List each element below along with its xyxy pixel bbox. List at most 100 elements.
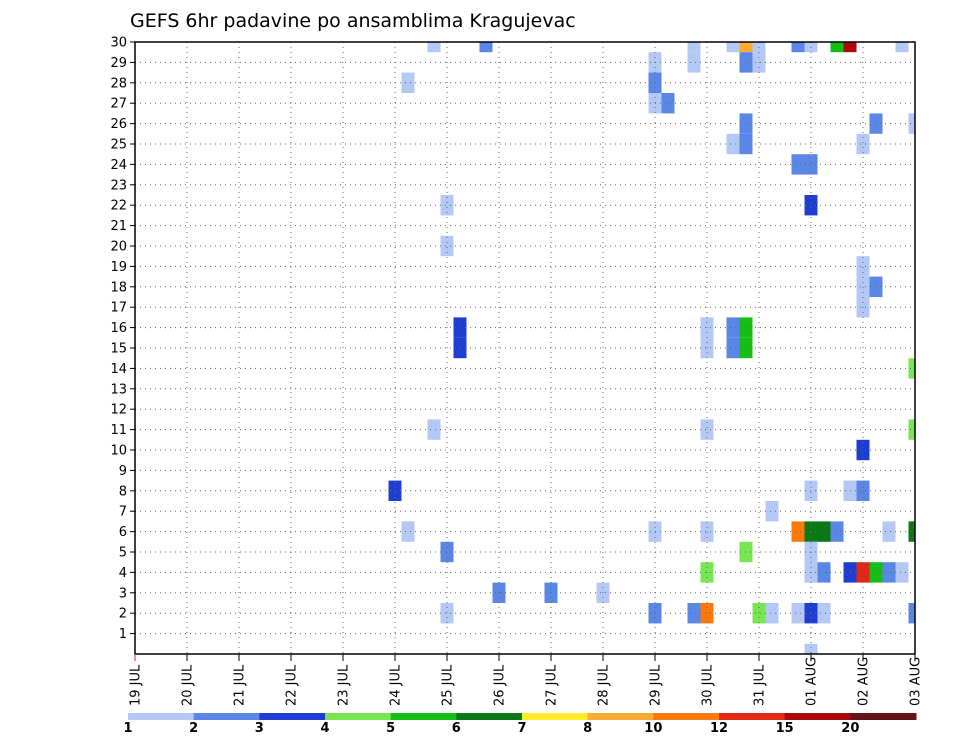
chart-title: GEFS 6hr padavine po ansamblima Kragujev… [130, 10, 576, 32]
precip-cell-44 [700, 419, 714, 440]
legend-swatch-3 [325, 713, 392, 720]
legend-swatch-8 [653, 713, 720, 720]
precip-cell-6 [791, 42, 805, 53]
precip-cell-81 [791, 603, 805, 624]
x-tick-label-8: 27 JUL [545, 664, 560, 706]
legend-label-11: 20 [841, 721, 859, 736]
precip-cell-24 [856, 133, 870, 155]
x-tick-label-11: 30 JUL [701, 664, 716, 706]
x-tick-label-14: 02 AUG [857, 657, 872, 706]
precip-cell-10 [895, 42, 909, 53]
y-tick-label-10: 10 [110, 444, 127, 459]
x-tick-label-9: 28 JUL [597, 664, 612, 706]
legend-swatch-7 [587, 713, 654, 720]
y-axis-ticks: 1234567891011121314151617181920212223242… [110, 36, 135, 642]
y-tick-label-16: 16 [110, 321, 127, 336]
x-axis-ticks: 19 JUL 20 JUL 21 JUL 22 JUL 23 JUL 24 JUL 25 J… [129, 654, 924, 706]
precip-cell-2 [687, 42, 701, 53]
legend-swatch-0 [128, 713, 195, 720]
precip-cell-59 [882, 521, 896, 542]
precip-cell-78 [700, 603, 714, 624]
y-tick-label-6: 6 [119, 525, 127, 540]
precip-cell-50 [856, 480, 870, 501]
precip-cell-45 [908, 419, 915, 440]
precip-cell-18 [661, 93, 675, 114]
precip-cell-21 [908, 113, 915, 134]
precip-cell-36 [726, 317, 740, 338]
precip-cell-8 [830, 42, 844, 53]
precip-cell-31 [856, 276, 870, 297]
x-tick-label-5: 24 JUL [389, 664, 404, 706]
precip-cell-0 [427, 42, 441, 53]
precip-cell-29 [440, 235, 454, 257]
y-tick-label-19: 19 [110, 260, 127, 275]
x-tick-label-7: 26 JUL [493, 664, 508, 706]
precip-cell-77 [687, 603, 701, 624]
legend-label-10: 15 [776, 721, 794, 736]
precip-cell-3 [726, 42, 740, 53]
precip-cell-30 [856, 256, 870, 277]
y-tick-label-28: 28 [110, 76, 127, 91]
y-tick-label-29: 29 [110, 56, 127, 71]
precip-cell-58 [830, 521, 844, 542]
precip-cell-51 [765, 501, 779, 522]
y-tick-label-23: 23 [110, 178, 127, 193]
y-tick-label-15: 15 [110, 342, 127, 357]
legend-label-0: 1 [123, 721, 132, 736]
precipitation-cells [388, 42, 915, 654]
y-tick-label-26: 26 [110, 117, 127, 132]
legend-swatch-11 [850, 713, 917, 720]
precip-cell-46 [856, 439, 870, 461]
y-tick-label-1: 1 [119, 627, 127, 642]
y-tick-label-4: 4 [119, 566, 127, 581]
precip-cell-9 [843, 42, 857, 53]
precip-cell-4 [739, 42, 753, 53]
legend-swatch-10 [784, 713, 851, 720]
y-tick-label-3: 3 [119, 586, 127, 601]
legend-label-7: 8 [583, 721, 592, 736]
x-tick-label-12: 31 JUL [753, 664, 768, 706]
x-tick-label-6: 25 JUL [441, 664, 456, 706]
precip-cell-60 [908, 521, 915, 542]
precip-cell-66 [817, 562, 831, 583]
y-tick-label-22: 22 [110, 199, 127, 214]
y-tick-label-14: 14 [110, 362, 127, 377]
x-tick-label-0: 19 JUL [129, 664, 144, 706]
legend-swatch-4 [390, 713, 457, 720]
precip-cell-42 [908, 358, 915, 379]
legend-swatch-6 [522, 713, 589, 720]
precip-cell-80 [765, 603, 779, 624]
precip-cell-25 [791, 154, 805, 175]
precip-cell-79 [752, 603, 766, 624]
x-tick-label-4: 23 JUL [337, 664, 352, 706]
y-tick-label-17: 17 [110, 301, 127, 316]
legend-label-3: 4 [320, 721, 329, 736]
legend-label-4: 5 [386, 721, 395, 736]
y-tick-label-24: 24 [110, 158, 127, 173]
precip-cell-1 [479, 42, 493, 53]
grid-lines [135, 42, 915, 654]
legend-label-6: 7 [517, 721, 526, 736]
precip-cell-71 [895, 562, 909, 583]
precip-cell-54 [700, 521, 714, 542]
legend-swatch-5 [456, 713, 523, 720]
y-tick-label-18: 18 [110, 280, 127, 295]
y-tick-label-25: 25 [110, 138, 127, 153]
precip-cell-57 [817, 521, 831, 542]
precip-cell-43 [427, 419, 441, 440]
precip-cell-85 [804, 643, 818, 654]
precip-cell-84 [908, 603, 915, 624]
y-tick-label-2: 2 [119, 607, 127, 622]
legend-swatch-2 [259, 713, 326, 720]
x-tick-label-15: 03 AUG [909, 657, 924, 706]
y-tick-label-27: 27 [110, 97, 127, 112]
y-tick-label-20: 20 [110, 240, 127, 255]
legend-label-5: 6 [452, 721, 461, 736]
precip-cell-27 [440, 195, 454, 216]
precip-cell-22 [726, 133, 740, 155]
precip-cell-75 [440, 603, 454, 624]
y-tick-label-30: 30 [110, 36, 127, 51]
precip-cell-15 [401, 72, 415, 93]
y-tick-label-12: 12 [110, 403, 127, 418]
